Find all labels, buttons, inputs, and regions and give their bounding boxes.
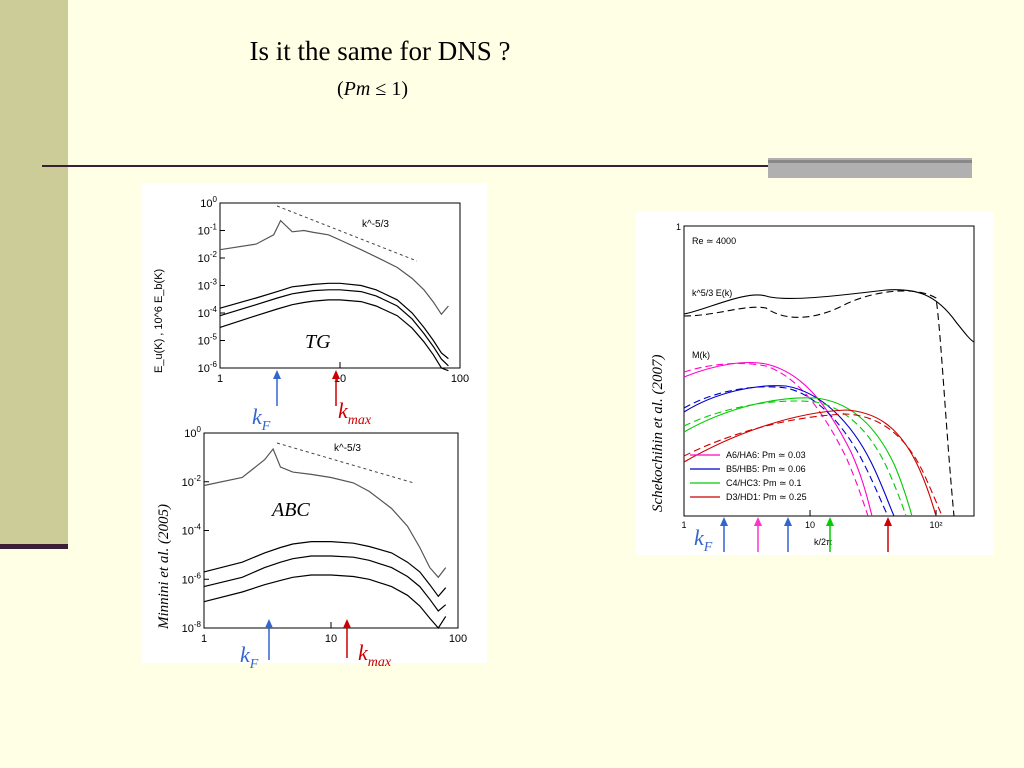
- sch-xlabel: k/2π: [814, 537, 832, 547]
- tg-kf-label: kF: [252, 404, 271, 434]
- arrow-head-icon: [754, 517, 762, 526]
- x-tick-label: 10: [805, 520, 815, 530]
- y-tick-label: 10-2: [198, 250, 218, 265]
- arrow-head-icon: [332, 370, 340, 379]
- tg-lines: [219, 219, 449, 372]
- series-line-1: [219, 282, 449, 360]
- sch-energy-label: k^5/3 E(k): [692, 288, 732, 298]
- abc-lines: [203, 447, 447, 629]
- abc-kf-arrow: [265, 619, 273, 660]
- series-line-2: [203, 555, 447, 612]
- sch-kf-label: kF: [694, 525, 713, 555]
- sch-frame: [683, 225, 975, 517]
- y-tick-label: 10-8: [182, 620, 202, 635]
- rule-accent-block: [768, 158, 972, 178]
- energy-line-solid: [683, 289, 975, 343]
- decorative-sidebar: [0, 0, 68, 548]
- x-tick-label: 10: [325, 633, 337, 645]
- arrow-head-icon: [826, 517, 834, 526]
- arrow-head-icon: [273, 370, 281, 379]
- tg-kmax-label: kmax: [338, 398, 372, 428]
- m-curve-dashed-0: [683, 362, 869, 517]
- x-tick-label: 1: [217, 373, 223, 385]
- tg-slope-label: k^-5/3: [362, 219, 389, 230]
- right-figure-bg: [636, 212, 994, 555]
- slide-title: Is it the same for DNS ?: [249, 36, 511, 66]
- right-figure: Schekochihin et al. (2007) 1 Re ≃ 4000 k…: [636, 212, 994, 555]
- arrow-head-icon: [784, 517, 792, 526]
- sch-side-label: Schekochihin et al. (2007): [650, 355, 666, 512]
- left-figure-bg: [142, 183, 487, 663]
- m-curve-dashed-3: [683, 413, 943, 517]
- tg-ylabel: E_u(K) , 10^6 E_b(K): [153, 269, 165, 373]
- slide-subtitle: (Pm ≤ 1): [337, 78, 408, 100]
- m-curve-solid-3: [683, 409, 937, 517]
- abc-xticks: 1 10 100: [201, 622, 467, 645]
- x-tick-label: 10²: [930, 520, 943, 530]
- tg-panel: E_u(K) , 10^6 E_b(K) 100 10-1 10-2 10-3 10-4…: [153, 195, 469, 385]
- x-tick-label: 1: [201, 633, 207, 645]
- left-figure: E_u(K) , 10^6 E_b(K) 100 10-1 10-2 10-3 10-4…: [142, 183, 487, 663]
- legend-entry: D3/HD1: Pm ≃ 0.25: [726, 492, 807, 502]
- abc-kmax-label: kmax: [358, 640, 392, 670]
- abc-side-label: Minnini et al. (2005): [156, 504, 172, 630]
- y-tick-label: 10-6: [182, 571, 202, 586]
- y-tick-label: 10-4: [198, 305, 218, 320]
- abc-kf-label: kF: [240, 642, 259, 672]
- series-line-3: [219, 299, 449, 372]
- left-arrows: kF kmax kF kmax: [240, 370, 392, 672]
- y-tick-label: 10-3: [198, 278, 218, 293]
- x-tick-label: 100: [451, 373, 469, 385]
- series-line-0: [203, 447, 447, 579]
- sch-legend: A6/HA6: Pm ≃ 0.03 B5/HB5: Pm ≃ 0.06 C4/HC3…: [690, 450, 807, 502]
- tg-kf-arrow: [273, 370, 281, 406]
- arrow-head-icon: [720, 517, 728, 526]
- y-tick-label: 10-1: [198, 223, 218, 238]
- sch-xticks: 1 10 10²: [681, 510, 943, 530]
- tg-annotation: TG: [305, 331, 331, 353]
- x-tick-label: 100: [449, 633, 467, 645]
- m-curve-solid-2: [683, 397, 913, 517]
- tg-kmax-arrow: [332, 370, 340, 406]
- sidebar-edge: [0, 544, 68, 549]
- abc-yticks: 100 10-2 10-4 10-6 10-8: [182, 425, 209, 635]
- y-tick-label: 10-6: [198, 360, 218, 375]
- abc-kmax-arrow: [343, 619, 351, 658]
- legend-entry: B5/HB5: Pm ≃ 0.06: [726, 464, 806, 474]
- y-tick-label: 100: [200, 195, 217, 210]
- sch-re-label: Re ≃ 4000: [692, 236, 736, 246]
- m-curve-dashed-2: [683, 400, 907, 517]
- sch-arrows: [720, 517, 892, 552]
- sch-lines: [683, 289, 975, 517]
- arrow-head-icon: [343, 619, 351, 628]
- series-line-0: [219, 219, 449, 316]
- energy-line-dashed: [683, 290, 955, 517]
- x-tick-label: 1: [681, 520, 686, 530]
- title-rule: [42, 165, 972, 167]
- series-line-3: [203, 574, 447, 629]
- abc-panel: Minnini et al. (2005) 100 10-2 10-4 10-6 10-…: [156, 425, 467, 645]
- abc-annotation: ABC: [270, 499, 310, 521]
- m-curve-solid-1: [683, 385, 895, 517]
- legend-entry: C4/HC3: Pm ≃ 0.1: [726, 478, 802, 488]
- y-tick-label: 100: [184, 425, 201, 440]
- y-tick-label: 10-4: [182, 523, 202, 538]
- arrow-head-icon: [884, 517, 892, 526]
- series-line-2: [219, 289, 449, 367]
- sch-ytop-tick: 1: [676, 222, 681, 232]
- m-curve-dashed-1: [683, 386, 889, 517]
- abc-slope-label: k^-5/3: [334, 443, 361, 454]
- y-tick-label: 10-2: [182, 474, 202, 489]
- tg-slope-line: [276, 205, 418, 262]
- legend-entry: A6/HA6: Pm ≃ 0.03: [726, 450, 806, 460]
- sch-m-label: M(k): [692, 350, 710, 360]
- rule-accent-stripe: [768, 160, 972, 163]
- arrow-head-icon: [265, 619, 273, 628]
- y-tick-label: 10-5: [198, 333, 218, 348]
- series-line-1: [203, 541, 447, 598]
- tg-yticks: 100 10-1 10-2 10-3 10-4 10-5 10-6: [198, 195, 225, 375]
